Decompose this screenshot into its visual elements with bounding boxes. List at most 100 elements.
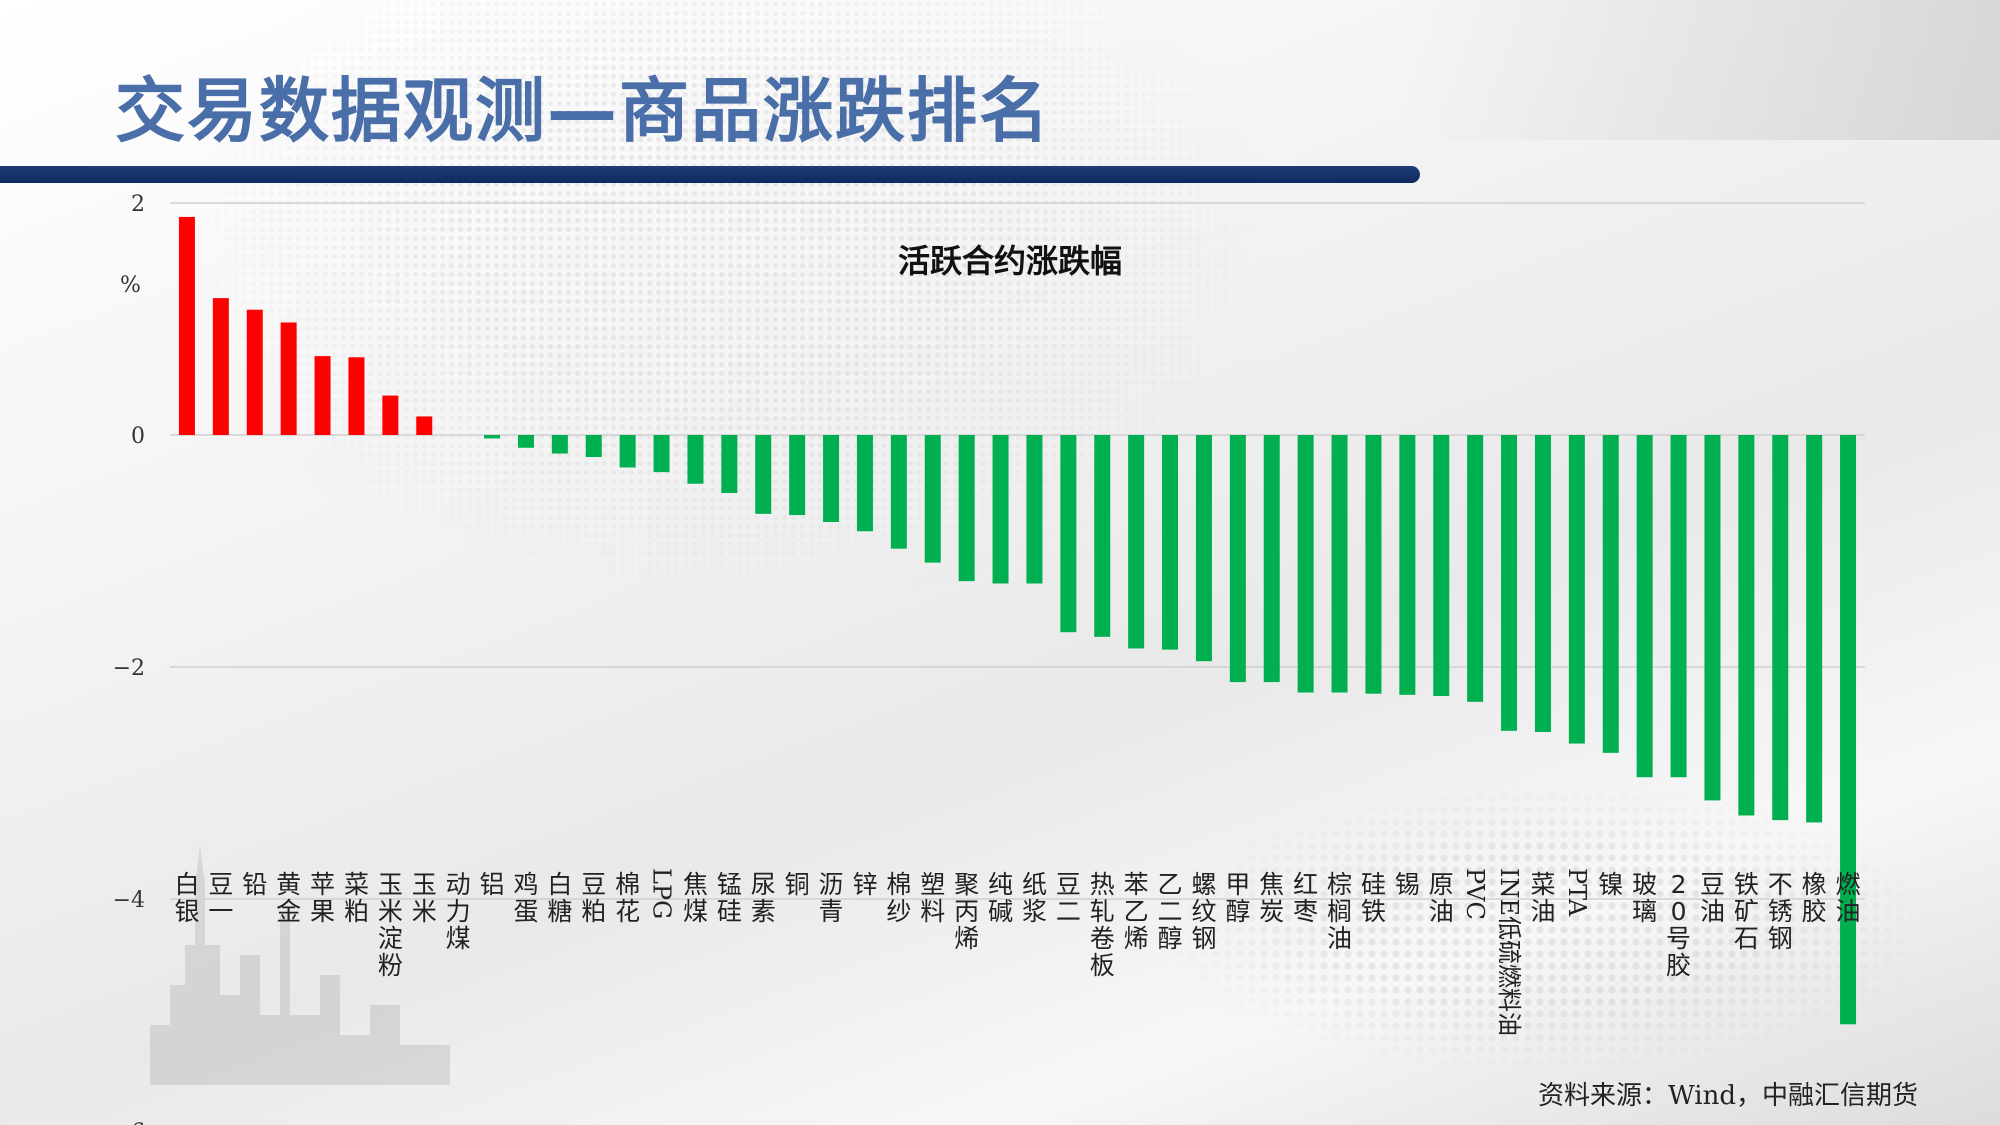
bar xyxy=(1602,435,1619,753)
x-tick-label: PTA xyxy=(1563,868,1591,917)
y-tick-label: −2 xyxy=(113,656,145,681)
x-tick-label: INE低硫燃料油 xyxy=(1495,868,1523,1036)
bar xyxy=(1840,435,1857,1025)
x-tick-label: 铝 xyxy=(480,870,505,899)
x-tick-label: 棉纱 xyxy=(886,870,911,926)
bar xyxy=(1568,435,1585,744)
bar xyxy=(314,356,331,435)
x-tick-label: 铜 xyxy=(785,870,810,899)
x-tick-label: 红枣 xyxy=(1293,870,1318,926)
x-tick-label: 硅铁 xyxy=(1361,870,1386,926)
bar xyxy=(1467,435,1484,702)
x-tick-label: 黄金 xyxy=(276,870,301,926)
y-tick-label: −4 xyxy=(113,888,145,913)
x-tick-label: 锌 xyxy=(852,870,877,899)
x-tick-label: 锡 xyxy=(1395,870,1420,899)
x-tick-label: 玻璃 xyxy=(1632,870,1657,926)
x-tick-label: 锰硅 xyxy=(717,870,742,926)
x-tick-label: 白糖 xyxy=(547,870,572,926)
y-axis-ticks: 2 0 −2 −4 −6 xyxy=(113,192,145,1125)
x-tick-label: 不锈钢 xyxy=(1768,870,1793,953)
bar xyxy=(755,435,772,514)
x-tick-label: 螺纹钢 xyxy=(1191,870,1216,953)
bar xyxy=(1738,435,1755,816)
bar xyxy=(856,435,873,532)
x-tick-label: LPG xyxy=(648,868,676,919)
x-tick-label: PVC xyxy=(1461,868,1489,920)
x-tick-label: 燃油 xyxy=(1836,870,1861,926)
bar xyxy=(1094,435,1111,637)
x-tick-label: 热轧卷板 xyxy=(1090,870,1115,980)
x-tick-label: 2 0 号胶 xyxy=(1666,870,1691,980)
x-tick-label: 豆二 xyxy=(1056,870,1081,926)
bar xyxy=(653,435,670,473)
x-tick-label: 尿素 xyxy=(751,870,776,926)
bar xyxy=(382,395,399,435)
x-tick-label: 甲醇 xyxy=(1225,870,1250,926)
x-tick-label: 镍 xyxy=(1598,870,1623,899)
map-dots-decoration xyxy=(1150,780,1950,1080)
bar xyxy=(1297,435,1314,693)
bar xyxy=(551,435,568,454)
x-tick-label: 菜粕 xyxy=(344,870,369,926)
bar xyxy=(280,322,297,435)
bar xyxy=(1263,435,1280,683)
bar xyxy=(1636,435,1653,778)
x-tick-label: 白银 xyxy=(174,870,199,926)
x-tick-label: 纸浆 xyxy=(1022,870,1047,926)
bar xyxy=(619,435,636,468)
bar xyxy=(1162,435,1179,650)
x-tick-label: 沥青 xyxy=(819,870,844,926)
bar xyxy=(789,435,806,516)
city-skyline-decoration xyxy=(150,845,450,1085)
bar xyxy=(992,435,1009,584)
bar xyxy=(178,216,195,435)
bar xyxy=(1365,435,1382,694)
bar xyxy=(1772,435,1789,821)
x-tick-label: 棕榈油 xyxy=(1327,870,1352,953)
bar xyxy=(1060,435,1077,633)
x-tick-label: 焦炭 xyxy=(1259,870,1284,926)
y-axis-unit: % xyxy=(120,273,141,298)
x-tick-label: 焦煤 xyxy=(683,870,708,926)
bar xyxy=(687,435,704,484)
bar xyxy=(1806,435,1823,823)
bar xyxy=(246,309,263,435)
x-tick-label: 铅 xyxy=(242,870,267,899)
source-note: 资料来源：Wind，中融汇信期货 xyxy=(1538,1081,1918,1111)
bar xyxy=(1229,435,1246,683)
x-tick-label: 豆油 xyxy=(1700,870,1725,926)
bar xyxy=(416,416,433,435)
bar xyxy=(721,435,738,493)
bar xyxy=(1195,435,1212,662)
x-tick-label: 动力煤 xyxy=(446,870,471,953)
bar xyxy=(1433,435,1450,696)
x-tick-label: 棉花 xyxy=(615,870,640,926)
bar xyxy=(1026,435,1043,584)
bar xyxy=(1704,435,1721,801)
bar xyxy=(1128,435,1145,649)
x-tick-label: 乙二醇 xyxy=(1158,870,1183,953)
bar xyxy=(484,435,501,439)
bar xyxy=(1534,435,1551,732)
bar xyxy=(958,435,975,582)
x-tick-label: 塑料 xyxy=(920,870,945,926)
bar xyxy=(890,435,907,549)
bar xyxy=(1670,435,1687,778)
x-tick-label: 玉米 xyxy=(412,870,437,926)
x-tick-label: 聚丙烯 xyxy=(954,870,979,953)
x-tick-label: 菜油 xyxy=(1530,870,1555,926)
y-tick-label: 2 xyxy=(131,192,145,217)
x-tick-label: 苯乙烯 xyxy=(1124,870,1149,953)
bar xyxy=(1399,435,1416,695)
x-axis-labels: 白银豆一铅 黄金苹果菜粕玉米淀粉玉米动力煤铝 鸡蛋白糖豆粕棉花 LPG 焦煤锰硅尿素铜沥… xyxy=(174,868,1860,1036)
x-tick-label: 橡胶 xyxy=(1802,870,1827,926)
y-tick-label: −6 xyxy=(113,1120,145,1125)
bar xyxy=(1331,435,1348,693)
bar xyxy=(517,435,534,448)
x-tick-label: 苹果 xyxy=(310,870,335,926)
x-tick-label: 纯碱 xyxy=(988,870,1013,926)
top-right-shade xyxy=(1400,0,2000,140)
x-tick-label: 铁矿石 xyxy=(1734,870,1759,953)
